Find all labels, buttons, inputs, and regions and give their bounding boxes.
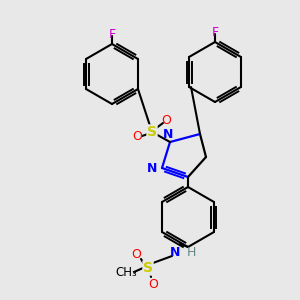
Text: S: S bbox=[147, 125, 157, 139]
Text: H: H bbox=[186, 245, 196, 259]
Text: N: N bbox=[147, 161, 157, 175]
Text: F: F bbox=[108, 28, 116, 40]
Text: N: N bbox=[163, 128, 173, 142]
Text: O: O bbox=[131, 248, 141, 260]
Text: O: O bbox=[161, 113, 171, 127]
Text: N: N bbox=[170, 245, 180, 259]
Text: O: O bbox=[132, 130, 142, 143]
Text: CH₃: CH₃ bbox=[115, 266, 137, 278]
Text: O: O bbox=[148, 278, 158, 290]
Text: S: S bbox=[143, 261, 153, 275]
Text: F: F bbox=[212, 26, 219, 38]
